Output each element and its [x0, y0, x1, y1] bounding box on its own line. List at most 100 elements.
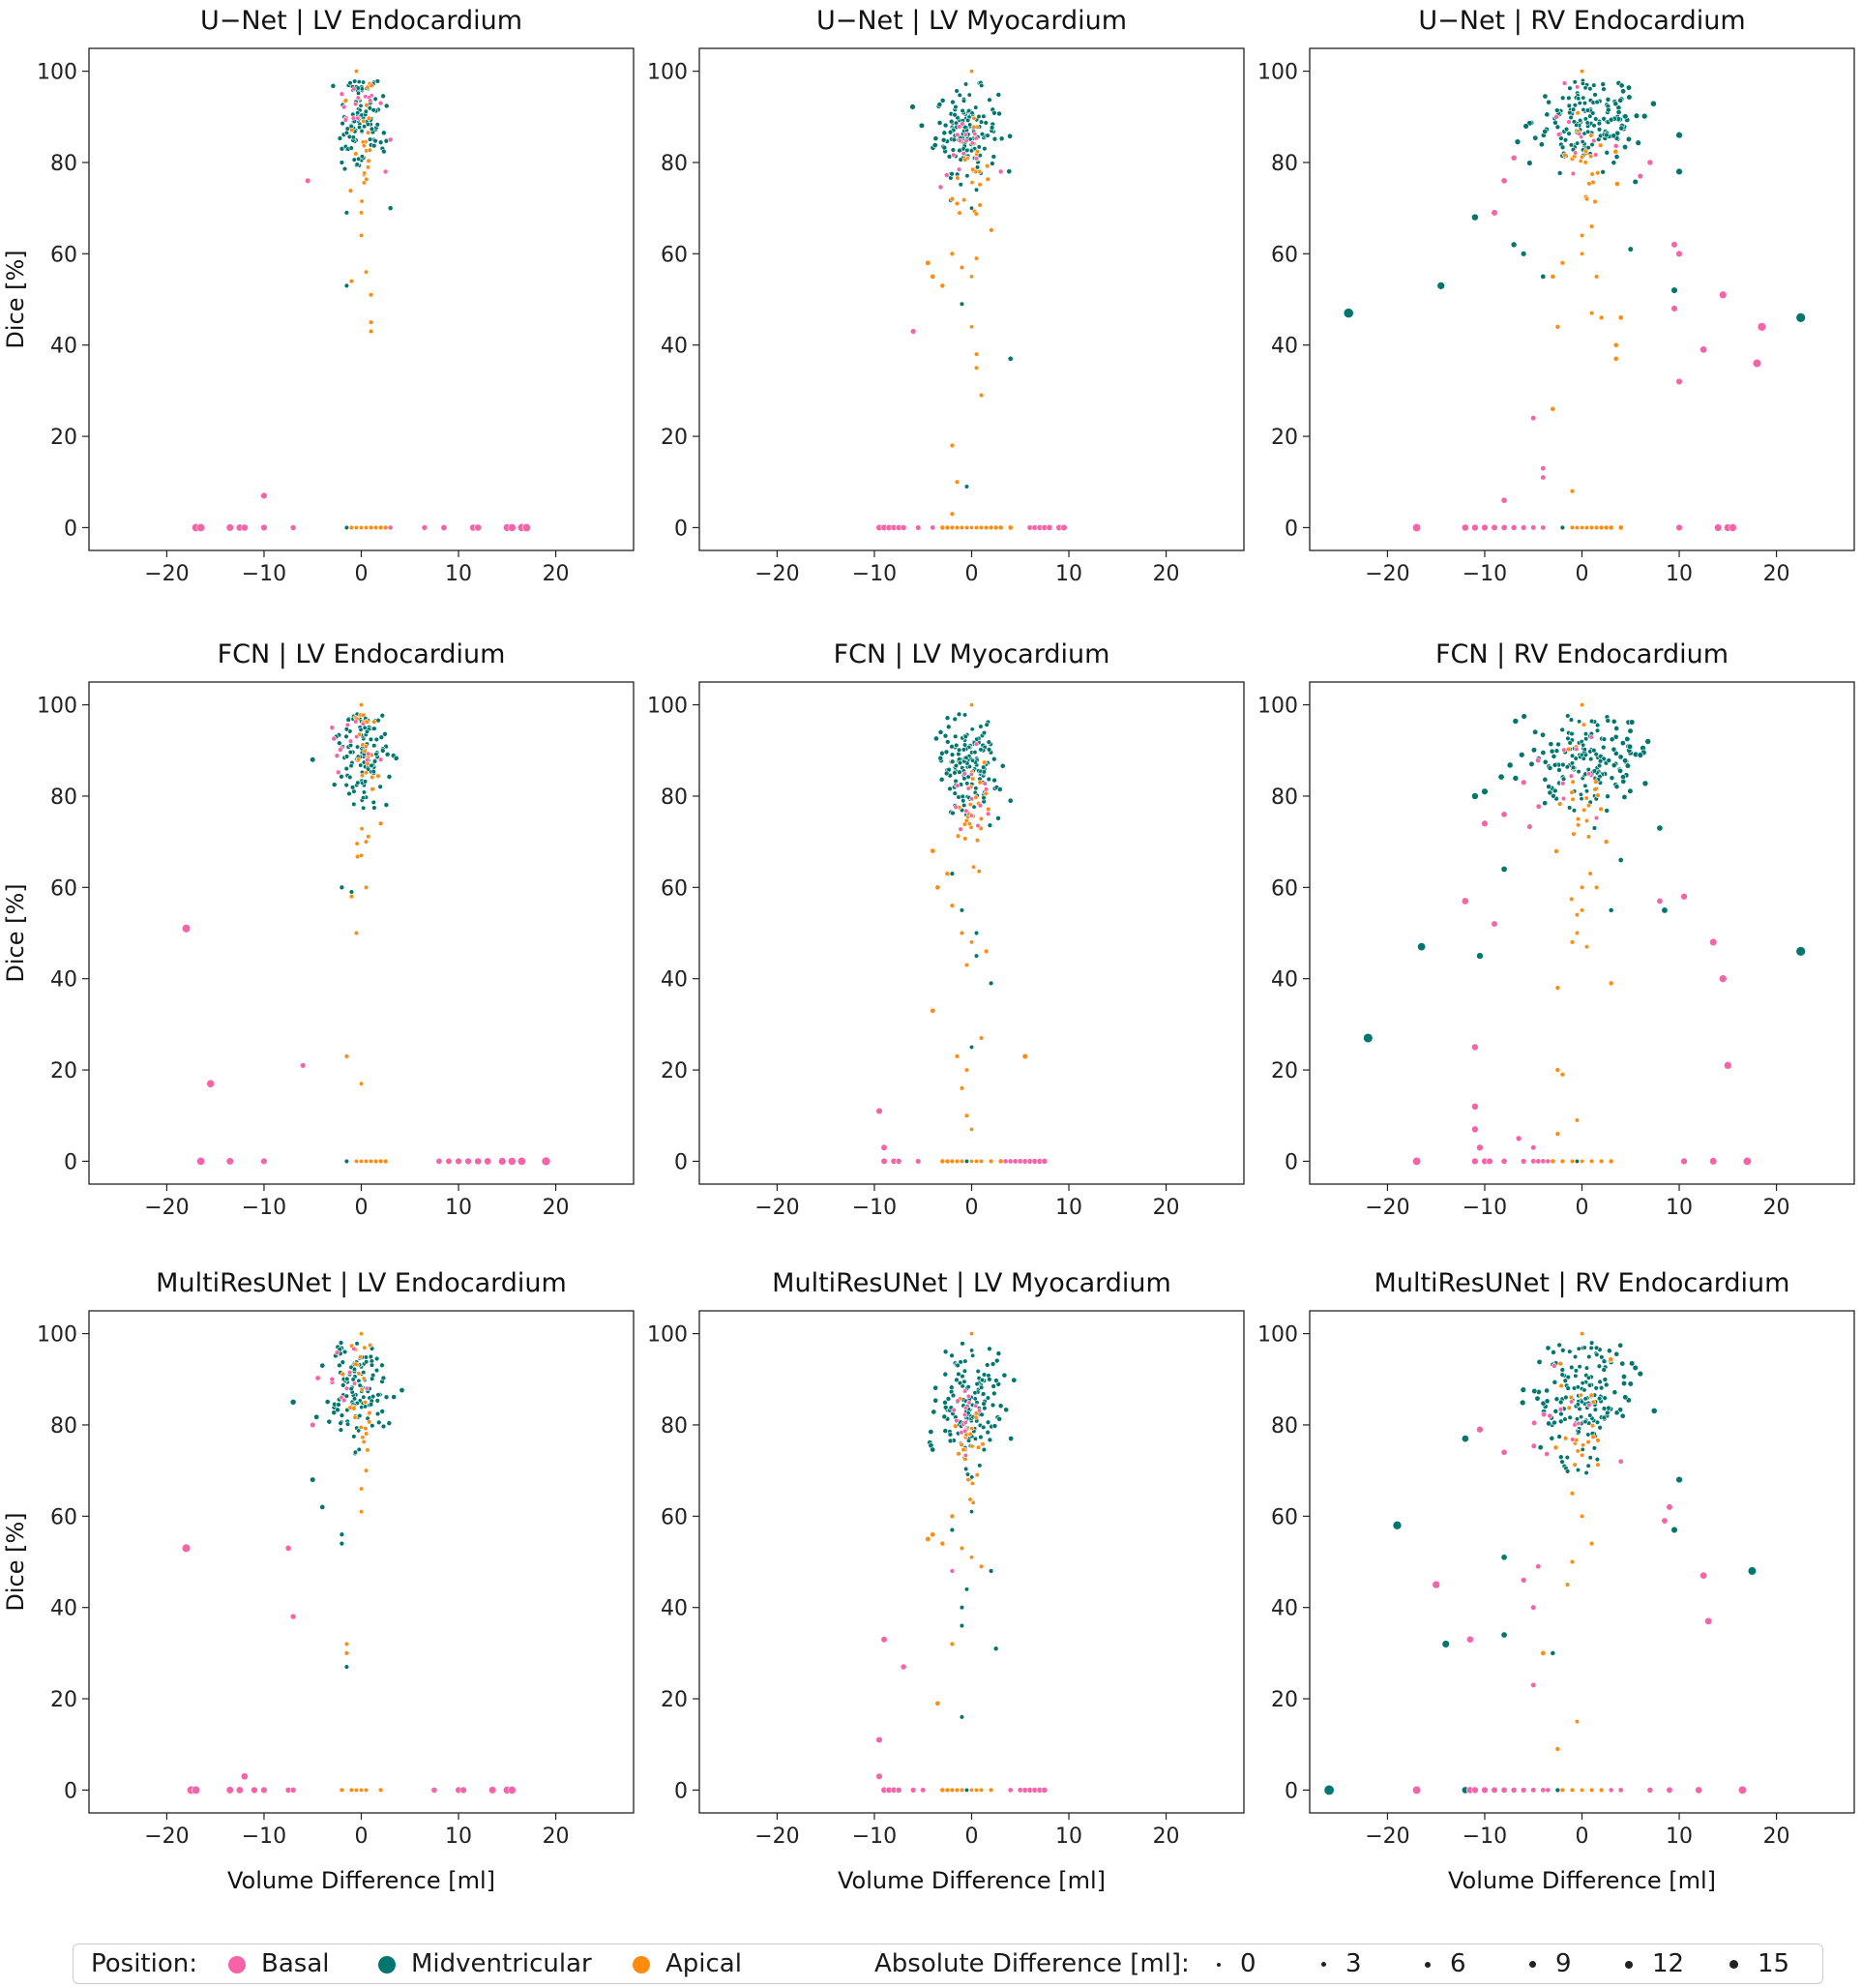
data-point — [1552, 762, 1558, 768]
scatter-points — [181, 702, 551, 1167]
data-point — [488, 1786, 497, 1795]
data-point — [374, 1398, 381, 1404]
data-point — [1593, 884, 1600, 890]
data-point — [343, 282, 350, 289]
data-point — [343, 130, 350, 136]
data-point — [355, 95, 361, 101]
data-point — [1637, 752, 1644, 758]
x-tick-label: 20 — [1763, 562, 1790, 586]
x-tick-label: 0 — [965, 1825, 979, 1849]
x-tick-label: −10 — [852, 1196, 897, 1220]
data-point — [963, 484, 970, 490]
data-point — [1611, 762, 1617, 769]
data-point — [399, 1387, 405, 1394]
data-point — [377, 100, 384, 106]
data-point — [1592, 92, 1598, 98]
data-point — [956, 711, 962, 718]
data-point — [343, 524, 350, 531]
data-point — [368, 136, 373, 142]
data-point — [358, 1787, 364, 1793]
y-tick-label: 20 — [1271, 1688, 1298, 1712]
data-point — [341, 1397, 347, 1404]
data-point — [949, 511, 956, 517]
data-point — [1670, 1526, 1678, 1534]
data-point — [968, 824, 974, 830]
data-point — [1590, 1434, 1596, 1439]
data-point — [1584, 107, 1591, 113]
data-point — [981, 1424, 987, 1431]
data-point — [1580, 251, 1585, 256]
data-point — [983, 948, 990, 955]
data-point — [1471, 1102, 1479, 1111]
data-point — [997, 1403, 1004, 1409]
data-point — [1551, 792, 1556, 799]
data-point — [968, 524, 974, 530]
data-point — [1506, 761, 1514, 769]
data-point — [1593, 152, 1599, 158]
data-point — [997, 524, 1004, 531]
data-point — [1520, 1158, 1527, 1165]
data-point — [363, 524, 369, 530]
data-point — [944, 1158, 951, 1165]
data-point — [369, 786, 375, 792]
data-point — [1555, 132, 1562, 137]
data-point — [1540, 273, 1547, 280]
data-point — [1561, 80, 1568, 86]
data-point — [1737, 1785, 1747, 1795]
data-point — [949, 1787, 956, 1794]
data-point — [1500, 865, 1508, 873]
data-point — [1007, 1787, 1014, 1794]
data-point — [1569, 1158, 1576, 1165]
data-point — [1007, 797, 1014, 804]
data-point — [339, 1531, 345, 1537]
data-point — [930, 1446, 936, 1453]
data-point — [991, 1423, 998, 1429]
y-tick-label: 80 — [50, 1414, 77, 1439]
data-point — [962, 1388, 968, 1394]
data-point — [989, 125, 995, 131]
x-tick-label: −10 — [242, 562, 286, 586]
data-point — [1363, 1032, 1374, 1044]
data-point — [369, 774, 375, 781]
data-point — [1597, 142, 1604, 149]
data-point — [331, 735, 338, 742]
data-point — [1583, 1365, 1590, 1371]
data-point — [949, 871, 956, 876]
data-point — [1554, 324, 1561, 330]
data-point — [1552, 1379, 1558, 1385]
data-point — [1568, 1394, 1575, 1401]
data-point — [507, 523, 517, 532]
data-point — [348, 279, 355, 284]
data-point — [348, 1787, 355, 1794]
data-point — [981, 113, 987, 119]
data-point — [1588, 133, 1594, 138]
data-point — [1570, 170, 1577, 177]
data-point — [1552, 1419, 1557, 1426]
data-point — [982, 1405, 988, 1411]
data-point — [340, 1359, 346, 1365]
data-point — [1046, 523, 1053, 531]
data-point — [961, 1428, 968, 1434]
data-point — [1617, 1787, 1624, 1794]
data-point — [1600, 744, 1607, 751]
data-point — [364, 176, 369, 182]
data-point — [1559, 144, 1566, 151]
y-tick-label: 80 — [661, 786, 688, 810]
data-point — [1585, 803, 1592, 809]
data-point — [358, 1081, 364, 1086]
data-point — [1614, 181, 1620, 188]
subplot: FCN | RV Endocardium −20 −10 0 10 20 0 20 40 60 80… — [1257, 639, 1855, 1220]
data-point — [342, 117, 349, 123]
data-point — [1569, 730, 1575, 737]
data-point — [961, 151, 966, 157]
data-point — [1620, 778, 1627, 785]
data-point — [353, 719, 359, 725]
data-point — [349, 127, 355, 134]
data-point — [353, 524, 360, 530]
data-point — [1558, 1418, 1564, 1425]
data-point — [1580, 1158, 1585, 1164]
data-point — [1619, 740, 1626, 747]
legend-size-value: 15 — [1758, 1949, 1790, 1978]
data-point — [1588, 311, 1595, 316]
y-tick-label: 0 — [1285, 1150, 1298, 1174]
